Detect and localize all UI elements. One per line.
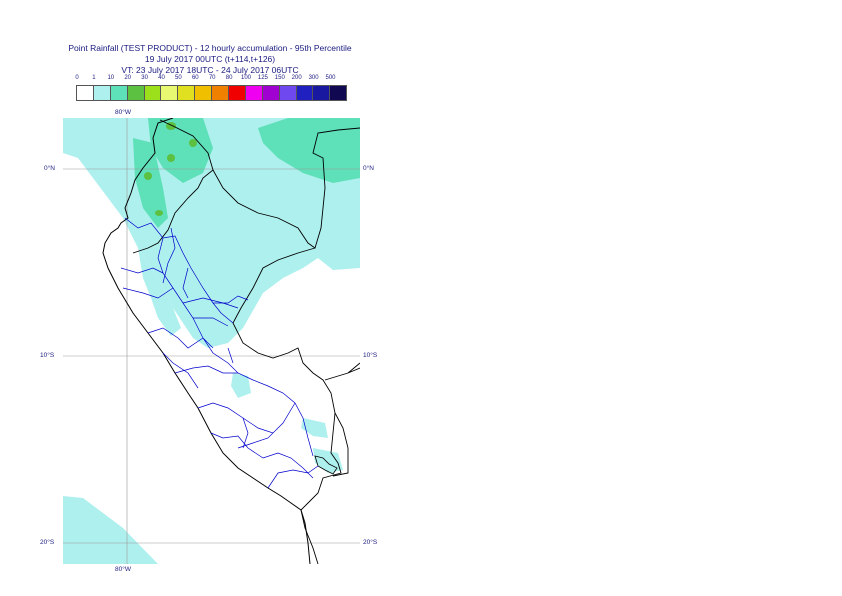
department-borders-north [162, 227, 249, 304]
legend-label: 20 [124, 75, 132, 81]
lat-label-right-0: 0°N [363, 165, 374, 172]
legend-swatch [109, 85, 128, 101]
lon-label-top: 80°W [115, 109, 131, 116]
legend-swatch [295, 85, 314, 101]
lat-label-left-20s: 20°S [40, 539, 55, 546]
country-border-east [324, 362, 360, 381]
title-line-2: 19 July 2017 00UTC (t+114,t+126) [144, 54, 276, 64]
legend-swatch [76, 85, 94, 101]
legend-label: 0 [75, 75, 79, 81]
legend-labels: 0 1 10 20 30 40 50 60 70 80 100 125 150 200 300 500 [75, 75, 356, 84]
rain-area-light [231, 373, 251, 398]
legend-swatch [278, 85, 297, 101]
country-border-colombia-ecuador [132, 119, 214, 254]
lat-label-right-10s: 10°S [363, 352, 378, 359]
legend-label: 70 [208, 75, 216, 81]
legend-label: 300 [308, 75, 319, 81]
legend-label: 60 [191, 75, 199, 81]
legend-label: 30 [141, 75, 148, 81]
rain-moderate-areas [133, 118, 360, 228]
rain-cell [167, 154, 175, 162]
legend-swatch [329, 85, 348, 101]
legend-swatch [126, 85, 145, 101]
title-line-1: Point Rainfall (TEST PRODUCT) - 12 hourl… [68, 43, 352, 53]
rain-area-light [301, 418, 328, 438]
legend-label: 500 [325, 75, 336, 81]
legend-label: 50 [175, 75, 182, 81]
map-panel: 80°W 80°W 0°N 0°N 10°S 10°S 20°S 20°S [40, 109, 377, 573]
country-border-peru-brazil-south [232, 247, 342, 511]
title-line-3: VT: 23 July 2017 18UTC - 24 July 2017 06… [121, 65, 299, 75]
color-legend: 0 1 10 20 30 40 50 60 70 80 100 125 150 200 300 500 [75, 75, 356, 101]
rain-area-moderate [258, 118, 360, 183]
lat-label-left-10s: 10°S [40, 352, 55, 359]
legend-swatch [177, 85, 196, 101]
legend-swatch [228, 85, 246, 101]
legend-swatch [160, 85, 179, 101]
graticule [63, 118, 360, 564]
coastline [102, 118, 311, 564]
lat-label-right-20s: 20°S [363, 539, 378, 546]
legend-label: 80 [225, 75, 233, 81]
title-block: Point Rainfall (TEST PRODUCT) - 12 hourl… [40, 43, 380, 76]
lon-label-bottom: 80°W [115, 566, 131, 573]
rain-area-light [63, 496, 158, 564]
rain-area-light [138, 248, 181, 336]
legend-label: 1 [92, 75, 96, 81]
legend-label: 10 [107, 75, 115, 81]
legend-swatch [261, 85, 280, 101]
legend-swatch [143, 85, 162, 101]
rain-area-moderate [148, 118, 213, 183]
rain-cell [189, 139, 197, 147]
legend-bar [76, 85, 356, 101]
legend-swatch [92, 85, 111, 101]
legend-label: 200 [291, 75, 302, 81]
country-border-bolivia [300, 412, 349, 564]
legend-swatch [194, 85, 213, 101]
legend-swatch [312, 85, 331, 101]
rain-cell [144, 172, 152, 180]
lake-titicaca [314, 455, 338, 475]
legend-label: 150 [274, 75, 285, 81]
legend-label: 125 [257, 75, 268, 81]
department-borders [120, 217, 319, 489]
legend-swatch [211, 85, 230, 101]
legend-label: 100 [240, 75, 252, 81]
legend-label: 40 [158, 75, 165, 81]
rain-cell [155, 210, 163, 216]
rainfall-map [63, 118, 360, 564]
lat-label-left-0: 0°N [44, 165, 55, 172]
rain-area-moderate [133, 138, 168, 228]
rain-heavier-areas [144, 122, 197, 216]
legend-swatch [244, 85, 263, 101]
